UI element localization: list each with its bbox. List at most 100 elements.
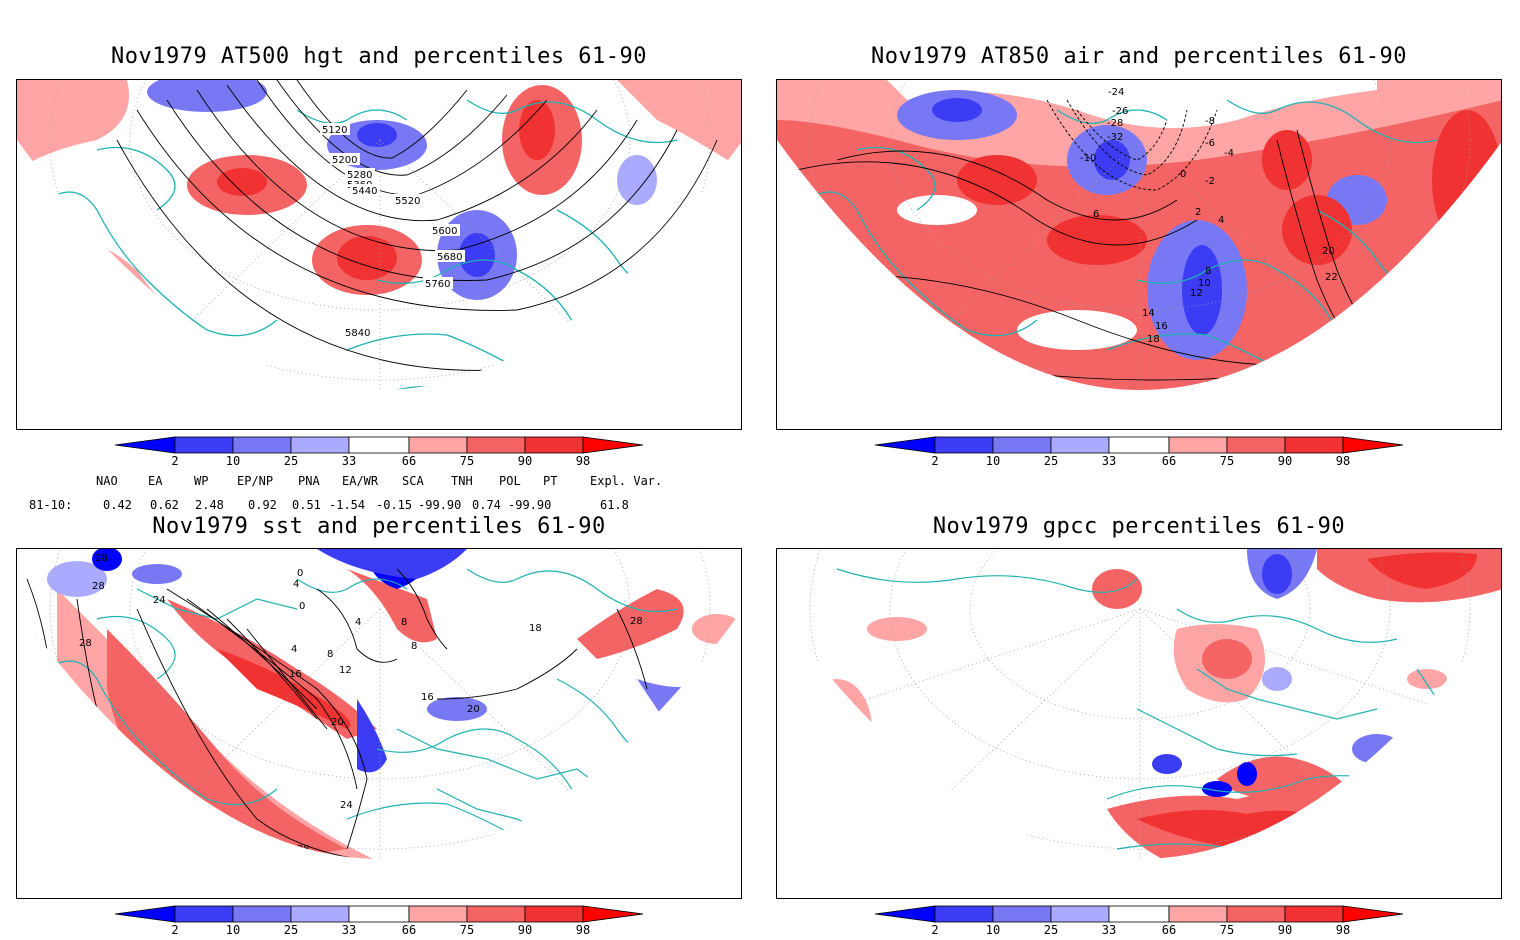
colorbar-label: 90 xyxy=(517,923,533,937)
contour-label: 0 xyxy=(297,568,303,579)
index-header: NAO xyxy=(96,474,118,488)
index-header: Expl. Var. xyxy=(590,474,663,488)
colorbar-label: 90 xyxy=(1277,454,1293,468)
colorbar-swatch xyxy=(524,905,584,923)
index-header: EP/NP xyxy=(237,474,274,488)
colorbar-label: 25 xyxy=(283,454,299,468)
colorbar-swatches xyxy=(874,436,1404,454)
contour-label: 5760 xyxy=(425,279,450,290)
contour-label: 0 xyxy=(1180,169,1186,180)
index-value: 0.62 xyxy=(150,498,179,512)
contour-label: 5680 xyxy=(437,252,462,263)
colorbar-swatch xyxy=(1226,436,1286,454)
colorbar-label: 25 xyxy=(283,923,299,937)
colorbar-swatch xyxy=(874,905,936,923)
contour-label: -2 xyxy=(1205,176,1215,187)
colorbar-label: 75 xyxy=(459,923,475,937)
contour-label: 4 xyxy=(355,617,361,628)
colorbar-top-right: 2 10 25 33 66 75 90 98 xyxy=(874,436,1405,468)
colorbar-swatch xyxy=(408,436,468,454)
contour-label: 18 xyxy=(529,623,542,634)
colorbar-label: 75 xyxy=(459,454,475,468)
colorbar-label: 75 xyxy=(1219,923,1235,937)
contour-label: 5600 xyxy=(432,226,457,237)
contour-label: 8 xyxy=(401,617,407,628)
index-header: POL xyxy=(499,474,521,488)
colorbar-swatch xyxy=(934,905,994,923)
contour-label: 16 xyxy=(421,692,434,703)
contour-label: 24 xyxy=(25,633,38,644)
colorbar-label: 10 xyxy=(225,923,241,937)
contour-label: 14 xyxy=(1467,196,1480,207)
contour-label: 28 xyxy=(339,874,352,885)
colorbar-swatch xyxy=(114,436,176,454)
contour-label: 0 xyxy=(299,601,305,612)
contour-label: 18 xyxy=(1205,380,1218,391)
colorbar-swatch xyxy=(524,436,584,454)
colorbar-label: 2 xyxy=(931,923,939,937)
colorbar-swatch xyxy=(1168,436,1228,454)
panel-title-gpcc: Nov1979 gpcc percentiles 61-90 xyxy=(932,514,1346,539)
colorbar-label: 2 xyxy=(931,454,939,468)
colorbar-swatch xyxy=(174,436,234,454)
contour-label: 20 xyxy=(331,717,344,728)
contour-label: -28 xyxy=(1107,118,1123,129)
colorbar-swatch xyxy=(1284,436,1344,454)
index-value: -0.15 xyxy=(376,498,413,512)
contour-label: 4 xyxy=(293,579,299,590)
contour-label: 5440 xyxy=(352,186,377,197)
index-value: -99.90 xyxy=(418,498,462,512)
contour-label: 8 xyxy=(327,649,333,660)
colorbar-swatch xyxy=(1168,905,1228,923)
colorbar-label: 25 xyxy=(1043,454,1059,468)
contour-label: 20 xyxy=(467,704,480,715)
colorbar-swatch xyxy=(1050,905,1110,923)
colorbar-swatch xyxy=(1342,436,1404,454)
index-header: SCA xyxy=(402,474,424,488)
contour-label: 28 xyxy=(95,553,108,564)
contour-label: 5520 xyxy=(395,196,420,207)
colorbar-label: 98 xyxy=(575,454,591,468)
contour-label: 5200 xyxy=(332,155,357,166)
colorbar-swatch xyxy=(408,905,468,923)
colorbar-swatch xyxy=(1108,905,1170,923)
index-header: WP xyxy=(194,474,209,488)
colorbar-label: 10 xyxy=(985,923,1001,937)
colorbar-swatches xyxy=(114,905,644,923)
contour-label: -32 xyxy=(1107,132,1123,143)
index-header: EA xyxy=(148,474,163,488)
colorbar-swatch xyxy=(582,436,644,454)
panel-title-sst: Nov1979 sst and percentiles 61-90 xyxy=(152,514,606,539)
contour-label: 16 xyxy=(1165,408,1178,419)
index-value: 61.8 xyxy=(600,498,629,512)
contour-label: 16 xyxy=(1155,321,1168,332)
colorbar-swatch xyxy=(348,905,410,923)
colorbar-swatches xyxy=(114,436,644,454)
contour-label: 5120 xyxy=(322,125,347,136)
colorbar-swatch xyxy=(232,905,292,923)
index-header: EA/WR xyxy=(342,474,379,488)
colorbar-swatch xyxy=(290,436,350,454)
contour-label: 28 xyxy=(297,844,310,855)
colorbar-label: 2 xyxy=(171,454,179,468)
index-value: 0.42 xyxy=(103,498,132,512)
map-hgt500: 5120 5200 5280 5360 5440 5520 5600 5680 … xyxy=(16,79,742,430)
contour-label: -26 xyxy=(1112,106,1128,117)
colorbar-label: 33 xyxy=(341,454,357,468)
colorbar-label: 90 xyxy=(517,454,533,468)
colorbar-swatches xyxy=(874,905,1404,923)
colorbar-swatch xyxy=(1108,436,1170,454)
colorbar-label: 66 xyxy=(1161,454,1177,468)
colorbar-label: 25 xyxy=(1043,923,1059,937)
colorbar-label: 98 xyxy=(575,923,591,937)
colorbar-label: 98 xyxy=(1335,454,1351,468)
colorbar-label: 33 xyxy=(1101,923,1117,937)
contour-label: 10 xyxy=(1198,278,1211,289)
index-header: PT xyxy=(543,474,558,488)
colorbar-bottom-right: 2 10 25 33 66 75 90 98 xyxy=(874,905,1405,937)
colorbar-swatch xyxy=(466,436,526,454)
colorbar-swatch xyxy=(466,905,526,923)
contour-label: 8 xyxy=(411,641,417,652)
colorbar-swatch xyxy=(992,905,1052,923)
map-air850: -24 -26 -28 -32 -10 -8 -6 -4 -2 0 2 4 6 … xyxy=(776,79,1502,430)
